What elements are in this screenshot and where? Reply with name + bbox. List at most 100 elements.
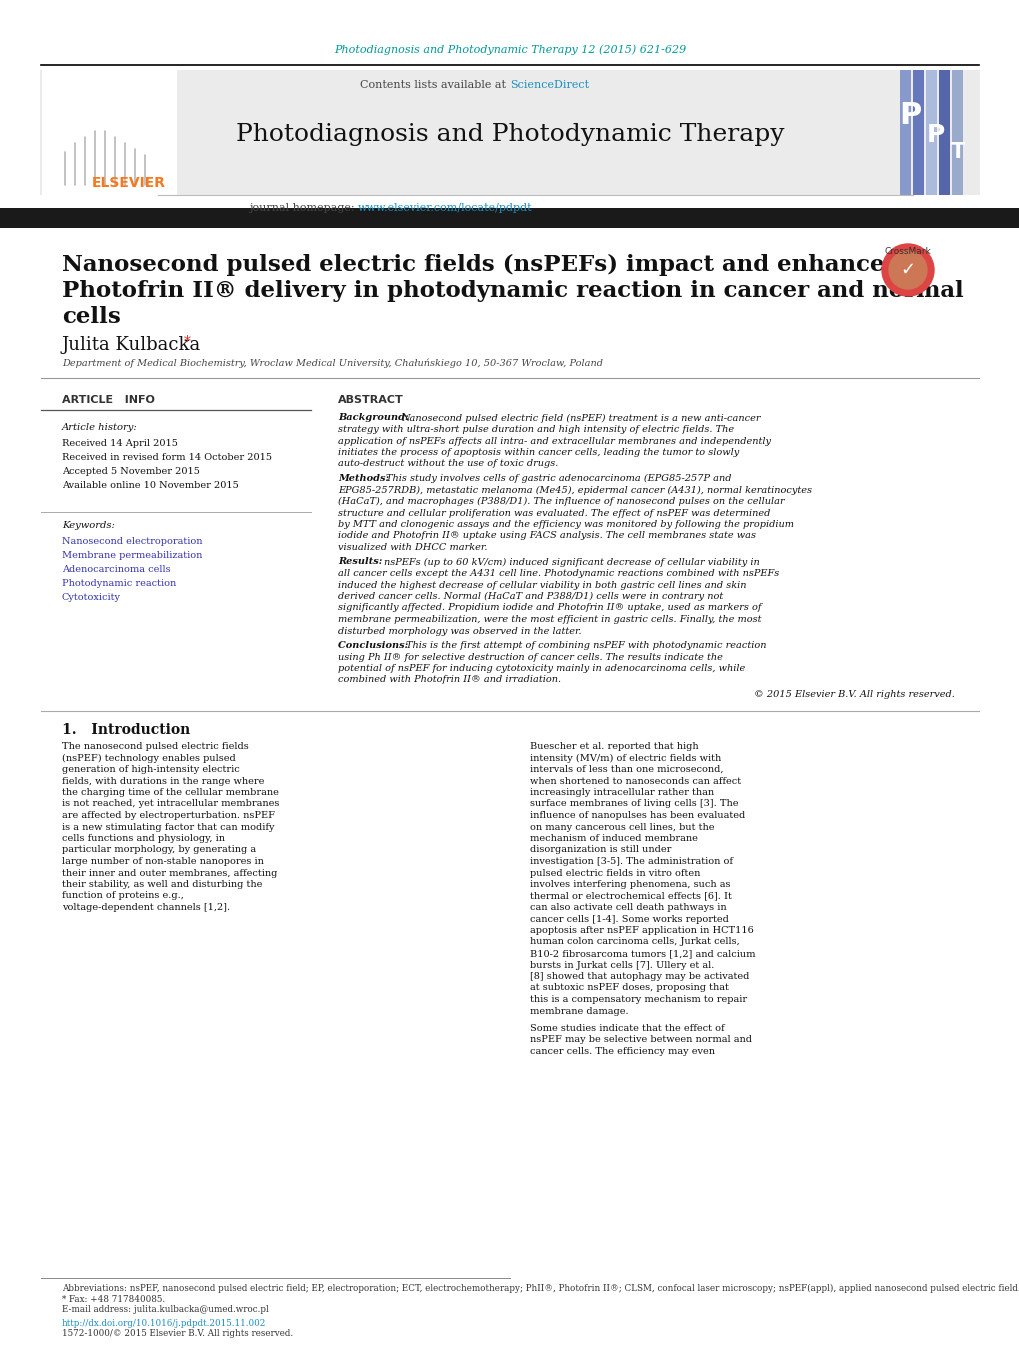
Text: Some studies indicate that the effect of: Some studies indicate that the effect of (530, 1024, 723, 1034)
Text: Photodiagnosis and Photodynamic Therapy 12 (2015) 621-629: Photodiagnosis and Photodynamic Therapy … (333, 45, 686, 55)
Text: intensity (MV/m) of electric fields with: intensity (MV/m) of electric fields with (530, 754, 720, 762)
Text: Contents lists available at: Contents lists available at (360, 80, 510, 91)
Text: application of nsPEFs affects all intra- and extracellular membranes and indepen: application of nsPEFs affects all intra-… (337, 436, 770, 446)
Text: Photodynamic reaction: Photodynamic reaction (62, 580, 176, 589)
Text: Received in revised form 14 October 2015: Received in revised form 14 October 2015 (62, 453, 272, 462)
Text: investigation [3-5]. The administration of: investigation [3-5]. The administration … (530, 857, 733, 866)
Text: The nanosecond pulsed electric fields: The nanosecond pulsed electric fields (62, 742, 249, 751)
Text: ARTICLE   INFO: ARTICLE INFO (62, 394, 155, 405)
Text: can also activate cell death pathways in: can also activate cell death pathways in (530, 902, 726, 912)
Text: EPG85-257RDB), metastatic melanoma (Me45), epidermal cancer (A431), normal kerat: EPG85-257RDB), metastatic melanoma (Me45… (337, 485, 811, 494)
Text: disturbed morphology was observed in the latter.: disturbed morphology was observed in the… (337, 627, 581, 635)
Bar (912, 70, 923, 195)
Text: membrane damage.: membrane damage. (530, 1006, 628, 1016)
Text: CrossMark: CrossMark (883, 246, 930, 255)
Text: their inner and outer membranes, affecting: their inner and outer membranes, affecti… (62, 869, 277, 878)
Text: Methods:: Methods: (337, 474, 392, 484)
Text: fields, with durations in the range where: fields, with durations in the range wher… (62, 777, 264, 785)
Circle shape (881, 245, 933, 296)
Text: initiates the process of apoptosis within cancer cells, leading the tumor to slo: initiates the process of apoptosis withi… (337, 449, 739, 457)
Text: Nanosecond pulsed electric fields (nsPEFs) impact and enhanced: Nanosecond pulsed electric fields (nsPEF… (62, 254, 900, 276)
Text: *: * (183, 335, 191, 349)
Text: this is a compensatory mechanism to repair: this is a compensatory mechanism to repa… (530, 994, 746, 1004)
Text: membrane permeabilization, were the most efficient in gastric cells. Finally, th: membrane permeabilization, were the most… (337, 615, 761, 624)
Text: at subtoxic nsPEF doses, proposing that: at subtoxic nsPEF doses, proposing that (530, 984, 729, 993)
Text: cells functions and physiology, in: cells functions and physiology, in (62, 834, 225, 843)
Text: ✓: ✓ (900, 261, 915, 280)
Text: nsPEFs (up to 60 kV/cm) induced significant decrease of cellular viability in: nsPEFs (up to 60 kV/cm) induced signific… (383, 558, 759, 566)
Text: ABSTRACT: ABSTRACT (337, 394, 404, 405)
Text: (HaCaT), and macrophages (P388/D1). The influence of nanosecond pulses on the ce: (HaCaT), and macrophages (P388/D1). The … (337, 497, 784, 507)
Text: Background:: Background: (337, 413, 412, 423)
Bar (899, 70, 910, 195)
Text: are affected by electroperturbation. nsPEF: are affected by electroperturbation. nsP… (62, 811, 275, 820)
Bar (42, 70, 177, 195)
Text: Adenocarcinoma cells: Adenocarcinoma cells (62, 566, 170, 574)
Text: bursts in Jurkat cells [7]. Ullery et al.: bursts in Jurkat cells [7]. Ullery et al… (530, 961, 713, 970)
Text: Julita Kulbacka: Julita Kulbacka (62, 336, 201, 354)
Text: 1.   Introduction: 1. Introduction (62, 724, 191, 738)
Text: iodide and Photofrin II® uptake using FACS analysis. The cell membranes state wa: iodide and Photofrin II® uptake using FA… (337, 531, 755, 540)
Text: E-mail address: julita.kulbacka@umed.wroc.pl: E-mail address: julita.kulbacka@umed.wro… (62, 1305, 268, 1315)
Text: combined with Photofrin II® and irradiation.: combined with Photofrin II® and irradiat… (337, 676, 560, 685)
Text: generation of high-intensity electric: generation of high-intensity electric (62, 765, 239, 774)
Text: Photofrin II® delivery in photodynamic reaction in cancer and normal: Photofrin II® delivery in photodynamic r… (62, 280, 963, 303)
Text: their stability, as well and disturbing the: their stability, as well and disturbing … (62, 880, 262, 889)
Bar (40, 70, 979, 195)
Text: derived cancer cells. Normal (HaCaT and P388/D1) cells were in contrary not: derived cancer cells. Normal (HaCaT and … (337, 592, 722, 601)
Text: 1572-1000/© 2015 Elsevier B.V. All rights reserved.: 1572-1000/© 2015 Elsevier B.V. All right… (62, 1329, 292, 1339)
Text: is a new stimulating factor that can modify: is a new stimulating factor that can mod… (62, 823, 274, 831)
Bar (938, 70, 949, 195)
Text: visualized with DHCC marker.: visualized with DHCC marker. (337, 543, 487, 553)
Text: * Fax: +48 717840085.: * Fax: +48 717840085. (62, 1294, 165, 1304)
Text: Membrane permeabilization: Membrane permeabilization (62, 551, 202, 561)
Text: particular morphology, by generating a: particular morphology, by generating a (62, 846, 256, 854)
Text: involves interfering phenomena, such as: involves interfering phenomena, such as (530, 880, 730, 889)
Text: potential of nsPEF for inducing cytotoxicity mainly in adenocarcinoma cells, whi: potential of nsPEF for inducing cytotoxi… (337, 663, 745, 673)
Text: (nsPEF) technology enables pulsed: (nsPEF) technology enables pulsed (62, 754, 235, 762)
Text: function of proteins e.g.,: function of proteins e.g., (62, 892, 183, 901)
Text: B10-2 fibrosarcoma tumors [1,2] and calcium: B10-2 fibrosarcoma tumors [1,2] and calc… (530, 948, 755, 958)
Text: Nanosecond electroporation: Nanosecond electroporation (62, 538, 203, 547)
Text: nsPEF may be selective between normal and: nsPEF may be selective between normal an… (530, 1035, 751, 1044)
Bar (0, 208, 1019, 228)
Text: Photodiagnosis and Photodynamic Therapy: Photodiagnosis and Photodynamic Therapy (235, 123, 784, 146)
Bar (925, 70, 936, 195)
Text: auto-destruct without the use of toxic drugs.: auto-destruct without the use of toxic d… (337, 459, 557, 469)
Text: induced the highest decrease of cellular viability in both gastric cell lines an: induced the highest decrease of cellular… (337, 581, 746, 589)
Text: http://dx.doi.org/10.1016/j.pdpdt.2015.11.002: http://dx.doi.org/10.1016/j.pdpdt.2015.1… (62, 1319, 266, 1328)
Text: large number of non-stable nanopores in: large number of non-stable nanopores in (62, 857, 264, 866)
Text: when shortened to nanoseconds can affect: when shortened to nanoseconds can affect (530, 777, 741, 785)
Text: Available online 10 November 2015: Available online 10 November 2015 (62, 481, 238, 489)
Text: Abbreviations: nsPEF, nanosecond pulsed electric field; EP, electroporation; ECT: Abbreviations: nsPEF, nanosecond pulsed … (62, 1283, 1019, 1293)
Text: structure and cellular proliferation was evaluated. The effect of nsPEF was dete: structure and cellular proliferation was… (337, 508, 769, 517)
Text: Article history:: Article history: (62, 423, 138, 432)
Text: significantly affected. Propidium iodide and Photofrin II® uptake, used as marke: significantly affected. Propidium iodide… (337, 604, 761, 612)
Text: journal homepage:: journal homepage: (249, 203, 358, 213)
Text: voltage-dependent channels [1,2].: voltage-dependent channels [1,2]. (62, 902, 230, 912)
Text: [8] showed that autophagy may be activated: [8] showed that autophagy may be activat… (530, 971, 749, 981)
Text: P: P (898, 100, 920, 130)
Text: cancer cells [1-4]. Some works reported: cancer cells [1-4]. Some works reported (530, 915, 729, 924)
Text: the charging time of the cellular membrane: the charging time of the cellular membra… (62, 788, 278, 797)
Text: pulsed electric fields in vitro often: pulsed electric fields in vitro often (530, 869, 700, 878)
Text: Conclusions:: Conclusions: (337, 640, 412, 650)
Text: human colon carcinoma cells, Jurkat cells,: human colon carcinoma cells, Jurkat cell… (530, 938, 739, 947)
Text: This study involves cells of gastric adenocarcinoma (EPG85-257P and: This study involves cells of gastric ade… (385, 474, 731, 484)
Text: © 2015 Elsevier B.V. All rights reserved.: © 2015 Elsevier B.V. All rights reserved… (753, 690, 954, 698)
Text: ScienceDirect: ScienceDirect (510, 80, 589, 91)
Bar (951, 70, 962, 195)
Text: cancer cells. The efficiency may even: cancer cells. The efficiency may even (530, 1047, 714, 1056)
Text: Received 14 April 2015: Received 14 April 2015 (62, 439, 177, 447)
Text: T: T (950, 142, 964, 162)
Text: apoptosis after nsPEF application in HCT116: apoptosis after nsPEF application in HCT… (530, 925, 753, 935)
Text: increasingly intracellular rather than: increasingly intracellular rather than (530, 788, 713, 797)
Text: Department of Medical Biochemistry, Wroclaw Medical University, Chałuńskiego 10,: Department of Medical Biochemistry, Wroc… (62, 358, 602, 367)
Text: This is the first attempt of combining nsPEF with photodynamic reaction: This is the first attempt of combining n… (406, 640, 765, 650)
Text: on many cancerous cell lines, but the: on many cancerous cell lines, but the (530, 823, 713, 831)
Text: by MTT and clonogenic assays and the efficiency was monitored by following the p: by MTT and clonogenic assays and the eff… (337, 520, 793, 530)
Text: Keywords:: Keywords: (62, 521, 115, 531)
Text: mechanism of induced membrane: mechanism of induced membrane (530, 834, 697, 843)
Text: ELSEVIER: ELSEVIER (92, 176, 166, 190)
Circle shape (889, 251, 926, 289)
